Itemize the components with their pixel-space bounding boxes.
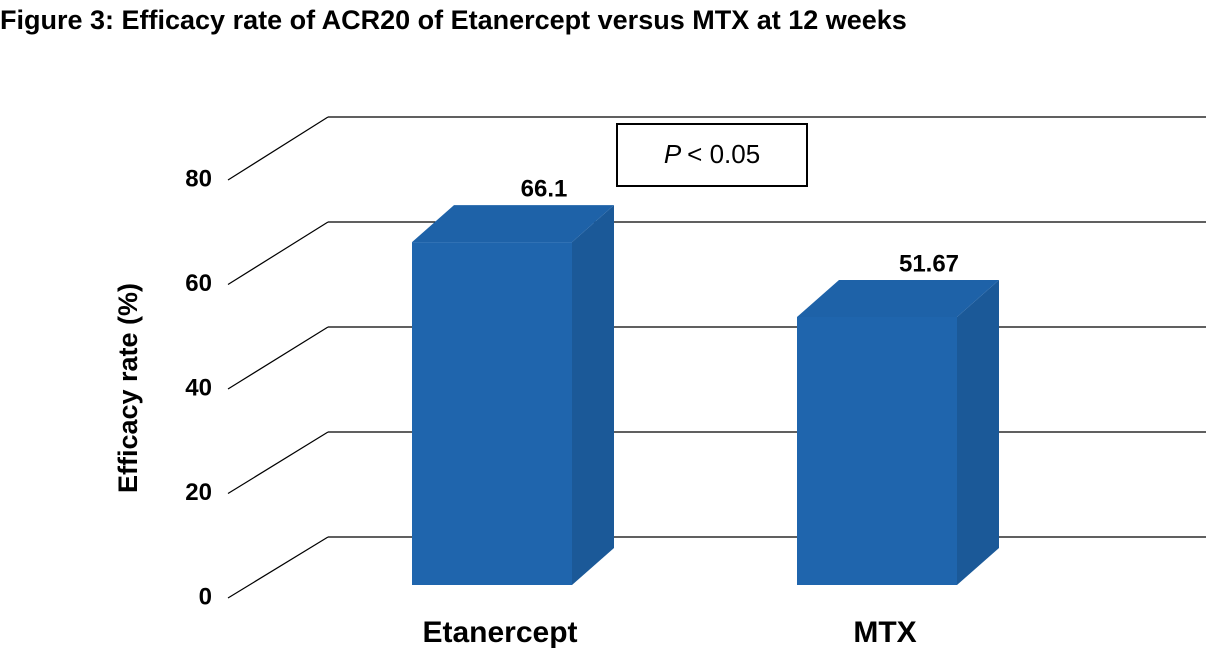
bar-side xyxy=(572,205,614,585)
annotation-text: < 0.05 xyxy=(687,139,760,169)
bar-side xyxy=(957,279,999,585)
y-axis-label: Efficacy rate (%) xyxy=(113,283,143,493)
annotation: P < 0.05 xyxy=(664,139,760,169)
grid-line xyxy=(227,326,329,390)
bar-top xyxy=(797,279,999,317)
value-label: 66.1 xyxy=(521,175,568,202)
grid-line xyxy=(227,431,329,495)
chart-title: Figure 3: Efficacy rate of ACR20 of Etan… xyxy=(0,5,907,35)
grid-line xyxy=(227,536,329,599)
annotation-box xyxy=(616,123,808,187)
x-tick-label: Etanercept xyxy=(422,616,577,649)
grid-line xyxy=(227,221,329,286)
y-tick-label: 80 xyxy=(185,165,212,192)
bar-top xyxy=(412,205,614,243)
y-tick-label: 60 xyxy=(185,270,212,297)
y-tick-label: 20 xyxy=(185,479,212,506)
value-label: 51.67 xyxy=(899,250,959,277)
bar xyxy=(797,316,957,585)
annotation-symbol: P xyxy=(664,139,682,169)
x-tick-label: MTX xyxy=(853,616,916,649)
y-tick-label: 40 xyxy=(185,374,212,401)
grid-line xyxy=(227,116,329,181)
y-tick-label: 0 xyxy=(199,583,212,610)
bar xyxy=(412,242,572,585)
